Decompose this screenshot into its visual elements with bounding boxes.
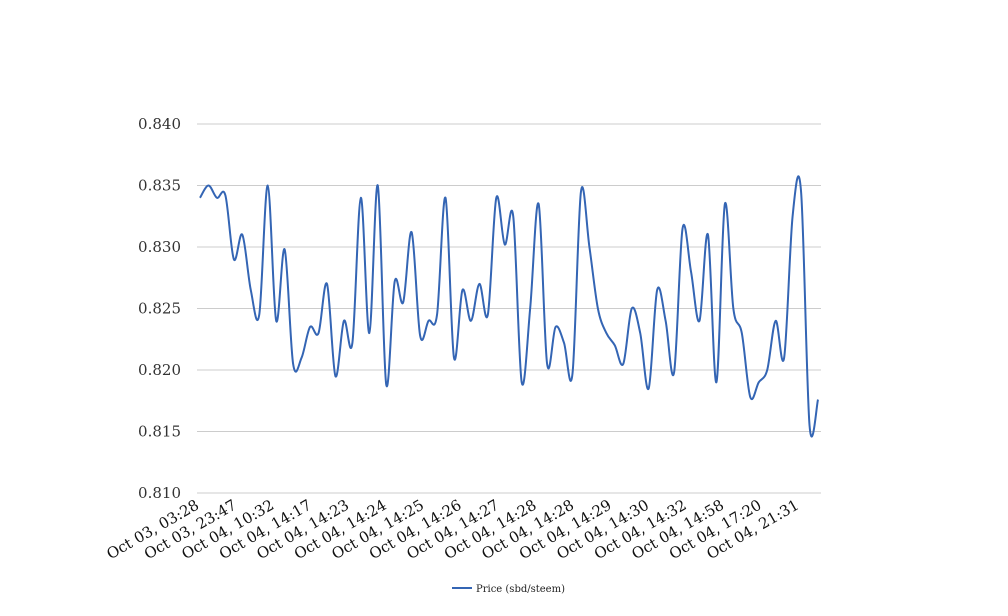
y-tick-label: 0.835 [138,177,181,195]
legend: Price (sbd/steem) [452,584,565,595]
y-tick-label: 0.820 [138,361,181,379]
y-axis-ticks: 0.810 0.815 0.820 0.825 0.830 0.835 0.840 [138,115,181,502]
y-tick-label: 0.830 [138,238,181,256]
gridlines [197,123,821,494]
legend-label: Price (sbd/steem) [476,584,565,595]
series-layer [199,175,819,438]
y-tick-label: 0.810 [138,484,181,502]
y-tick-label: 0.815 [138,423,181,441]
y-tick-label: 0.840 [138,115,181,133]
y-tick-label: 0.825 [138,300,181,318]
series-line-price [199,175,819,438]
